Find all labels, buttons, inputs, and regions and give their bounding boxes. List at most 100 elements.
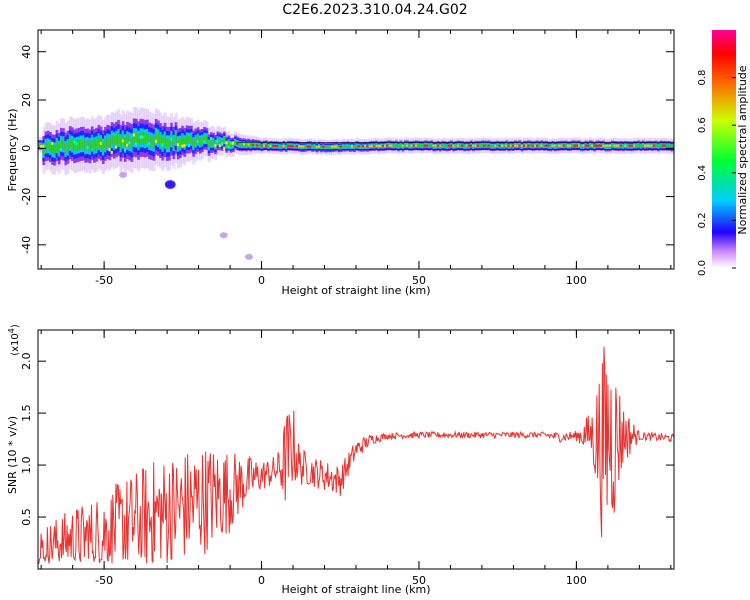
- snr-y-label: SNR (10 * v/v): [6, 416, 19, 494]
- spectrogram-peak: [520, 144, 524, 147]
- spectrogram-peak: [154, 139, 158, 143]
- spectrogram-cell: [44, 141, 48, 151]
- spectrogram-peak: [390, 144, 394, 147]
- spectrogram-cell: [205, 135, 209, 143]
- colorbar-ticks: 0.0 0.2 0.4 0.6 0.8: [697, 70, 736, 276]
- x-tick-label: 0: [258, 574, 265, 587]
- spectrogram-peak: [51, 141, 55, 145]
- spectrogram-cell: [240, 142, 244, 147]
- spectrogram-cell: [641, 143, 645, 147]
- spectrogram-cell: [408, 144, 412, 148]
- spectrogram-cell: [399, 143, 403, 147]
- spectrogram-cell: [93, 140, 97, 151]
- spectrogram-cell: [225, 142, 229, 148]
- spectrogram-cell: [397, 145, 401, 148]
- spectrogram-cell: [564, 144, 568, 147]
- spectrogram-cell: [82, 138, 86, 149]
- y-tick-label: 40: [20, 45, 33, 59]
- spectrogram-peak: [273, 144, 277, 147]
- spectrogram-cell: [172, 138, 176, 148]
- spectrogram-peak: [425, 144, 429, 147]
- spectrogram-cell: [485, 144, 489, 147]
- spectrogram-cell: [395, 143, 399, 147]
- spectrogram-peak: [295, 145, 299, 148]
- spectrogram-peak: [573, 144, 577, 147]
- spectrogram-cell: [337, 146, 341, 149]
- spectrogram-peak: [476, 144, 480, 147]
- spectrogram-cell: [304, 145, 308, 149]
- spectrogram-peak: [630, 144, 634, 147]
- spectrogram-cell: [463, 145, 467, 149]
- spectrogram-x-label: Height of straight line (km): [281, 284, 430, 297]
- spectrogram-peak: [309, 145, 313, 148]
- spectrogram-cell: [496, 144, 500, 148]
- spectrogram-peak: [591, 144, 595, 147]
- spectrogram-peak: [276, 144, 280, 147]
- spectrogram-cell: [672, 144, 674, 148]
- spectrogram-cell: [201, 137, 205, 145]
- colorbar-tick-label: 0.2: [697, 212, 708, 228]
- spectrogram-peak: [368, 145, 372, 148]
- spectrogram-cell: [293, 144, 297, 148]
- spectrogram-peak: [262, 144, 266, 147]
- spectrogram-peak: [617, 144, 621, 147]
- spectrogram-panel: -50 0 50 100 -40 -20 0 20 40 Height of straight…: [6, 29, 675, 297]
- spectrogram-cell: [284, 145, 288, 149]
- spectrogram-peak: [350, 145, 354, 148]
- spectrogram-cell: [68, 137, 72, 148]
- spectrogram-cell: [165, 138, 169, 149]
- spectrogram-cell: [278, 145, 282, 148]
- spectrogram-cell: [53, 145, 57, 155]
- spectrogram-peak: [452, 144, 456, 147]
- y-tick-label: 0.5: [20, 508, 33, 526]
- spectrogram-peak: [132, 133, 136, 137]
- spectrogram-peak: [251, 143, 255, 146]
- y-tick-label: 1.5: [20, 404, 33, 422]
- spectrogram-peak: [518, 144, 522, 147]
- spectrogram-peak: [271, 144, 275, 147]
- spectrogram-peak: [447, 144, 451, 147]
- spectrogram-peak: [231, 141, 235, 145]
- spectrogram-peak: [75, 142, 79, 146]
- spectrogram-peak: [650, 144, 654, 147]
- figure-title: C2E6.2023.310.04.24.G02: [282, 2, 468, 18]
- spectrogram-peak: [469, 144, 473, 147]
- spectrogram-peak: [128, 141, 132, 145]
- spectrogram-peak: [339, 145, 343, 148]
- spectrogram-cell: [480, 143, 484, 147]
- spectrogram-peak: [269, 144, 273, 147]
- spectrogram-blob: [164, 180, 176, 190]
- spectrogram-cell: [637, 143, 641, 147]
- colorbar-tick-label: 0.8: [697, 70, 708, 86]
- spectrogram-peak: [331, 145, 335, 148]
- spectrogram-cell: [38, 143, 41, 147]
- spectrogram-peak: [525, 144, 529, 147]
- spectrogram-peak: [170, 137, 174, 141]
- snr-x-axis: -50 0 50 100: [40, 330, 672, 587]
- spectrogram-cell: [311, 145, 315, 149]
- spectrogram-peak: [289, 145, 293, 148]
- spectrogram-peak: [498, 144, 502, 147]
- spectrogram-cell: [137, 134, 141, 147]
- spectrogram-peak: [646, 144, 650, 147]
- y-tick-label: -20: [20, 188, 33, 206]
- spectrogram-peak: [229, 141, 233, 145]
- spectrogram-peak: [553, 144, 557, 147]
- spectrogram-cell: [49, 142, 53, 152]
- spectrogram-cell: [622, 144, 626, 148]
- spectrogram-cell: [430, 143, 434, 147]
- spectrogram-peak: [225, 141, 229, 145]
- spectrogram-cell: [359, 145, 363, 149]
- spectrogram-peak: [375, 144, 379, 147]
- spectrogram-peak: [379, 144, 383, 147]
- spectrogram-cell: [181, 136, 185, 145]
- spectrogram-peak: [487, 144, 491, 147]
- spectrogram-peak: [317, 145, 321, 148]
- spectrogram-cell: [320, 146, 324, 149]
- spectrogram-cell: [64, 144, 68, 154]
- spectrogram-peak: [661, 144, 665, 147]
- spectrogram-cell: [441, 144, 445, 148]
- spectrogram-peak: [218, 144, 222, 148]
- spectrogram-peak: [40, 145, 44, 149]
- spectrogram-cell: [549, 145, 553, 148]
